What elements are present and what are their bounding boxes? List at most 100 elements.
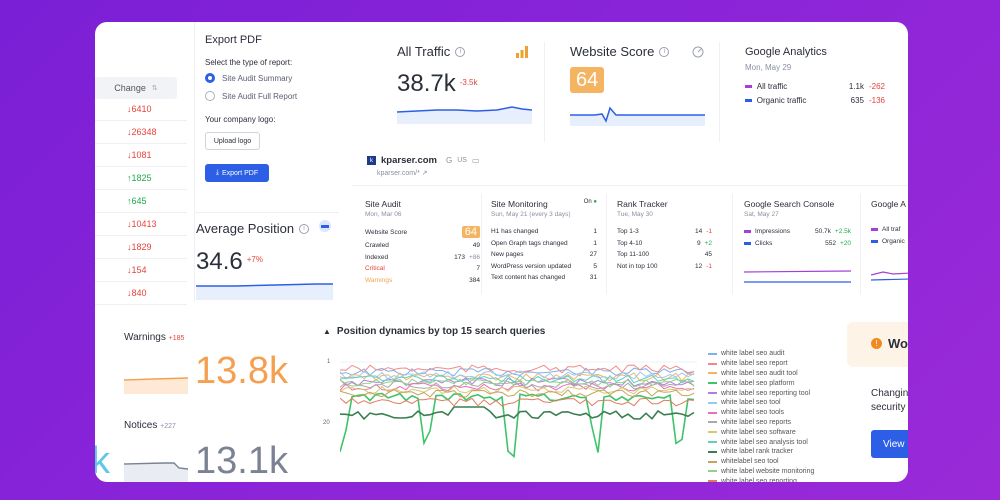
change-row: ↓ 154 [95,259,187,282]
legend-item[interactable]: white label seo audit [708,349,838,359]
website-score-widget[interactable]: Website Score i 64 [570,44,710,93]
metric-row[interactable]: Crawled 49 [365,240,480,252]
radio-full-report[interactable] [205,91,215,101]
metric-row[interactable]: Not in top 100 12 -1 [617,261,712,273]
metric-row[interactable]: All traf [871,224,908,236]
legend-label: white label seo reports [721,418,792,426]
metric-label: Not in top 100 [617,262,658,270]
site-audit-card[interactable]: Site Audit Mon, Mar 06 Website Score 64 … [365,199,480,286]
change-column-header[interactable]: Change ⇅ [95,77,177,99]
arrow-down-icon: ↓ [127,150,132,160]
metric-row[interactable]: New pages 27 [491,249,597,261]
legend-item[interactable]: white label seo platform [708,378,838,388]
change-row: ↓ 26348 [95,121,187,144]
notices-value: 13.1k [195,440,288,482]
collapse-chevron-icon[interactable]: ▲ [323,327,331,336]
site-monitoring-card[interactable]: Site Monitoring On ● Sun, May 21 (every … [491,199,597,284]
warnings-value: 13.8k [195,350,288,392]
change-value: 6410 [131,104,152,114]
download-icon: ⤓ [215,169,219,176]
site-audit-rows: Crawled 49 Indexed 173 +86 Critical 7 Warnings 3… [365,240,480,286]
notices-title-row: Notices +227 [124,420,176,431]
metric-value: 552 +20 [825,240,851,247]
change-value: 154 [131,265,147,275]
info-icon[interactable]: i [455,46,466,57]
metric-row[interactable]: WordPress version updated 5 [491,261,597,273]
legend-item[interactable]: white label seo tool [708,398,838,408]
position-dynamics-title: Position dynamics by top 15 search queri… [336,326,546,337]
legend-swatch [744,241,751,245]
metric-row[interactable]: Text content has changed 31 [491,272,597,284]
metric-row[interactable]: Top 4-10 9 +2 [617,238,712,250]
view-button[interactable]: View [871,430,908,458]
ga-metric-label: Organic traffic [756,95,807,105]
legend-item[interactable]: white label seo tools [708,408,838,418]
radio-summary-label[interactable]: Site Audit Summary [222,74,293,83]
metric-row[interactable]: Critical 7 [365,263,480,275]
upload-logo-button[interactable]: Upload logo [205,132,260,150]
site-name[interactable]: kparser.com [381,155,437,166]
metric-label: Impressions [744,228,790,235]
legend-label: white label website monitoring [721,467,815,475]
metric-delta: +20 [839,239,851,247]
change-row: ↓ 840 [95,282,187,305]
position-dynamics-header[interactable]: ▲ Position dynamics by top 15 search que… [323,326,545,337]
legend-item[interactable]: white label seo analysis tool [708,437,838,447]
average-position-widget[interactable]: Average Position i 34.6 +7% [194,212,339,302]
metric-row[interactable]: Impressions 50.7k +2.5k [744,226,851,238]
warnings-title: Warnings [124,332,166,343]
legend-item[interactable]: white label seo audit tool [708,369,838,379]
legend-item[interactable]: white label rank tracker [708,447,838,457]
ga-metric-value: 1.1k [848,81,864,91]
metric-row[interactable]: Organic [871,236,908,248]
y-tick-20: 20 [323,420,330,426]
rank-tracker-card[interactable]: Rank Tracker Tue, May 30 Top 1-3 14 -1 Top … [617,199,712,272]
metric-value: 1 [593,228,597,235]
change-value: 1825 [131,173,152,183]
metric-row[interactable]: Top 1-3 14 -1 [617,226,712,238]
metric-row[interactable]: Warnings 384 [365,275,480,287]
metric-row[interactable]: H1 has changed 1 [491,226,597,238]
legend-item[interactable]: white label seo report [708,359,838,369]
all-traffic-widget[interactable]: All Traffic i 38.7k -3.5k [397,44,537,98]
google-icon: G [445,156,453,165]
legend-swatch [745,84,752,88]
ga-rows: All traffic 1.1k -262 Organic traffic 635 -13… [745,79,885,107]
legend-item[interactable]: white label seo reporting tool [708,388,838,398]
info-icon[interactable]: i [299,223,310,234]
metric-number: 50.7k [815,228,831,236]
legend-item[interactable]: white label seo software [708,427,838,437]
legend-item[interactable]: white label seo reports [708,418,838,428]
google-analytics-widget[interactable]: Google Analytics Mon, May 29 All traffic… [745,46,885,107]
y-tick-1: 1 [327,359,331,365]
ga-metric-delta: -262 [868,81,885,91]
radio-full-report-label[interactable]: Site Audit Full Report [222,92,298,101]
legend-item[interactable]: white label seo reporting [708,476,838,482]
change-value: 1829 [131,242,152,252]
change-row: ↓ 1081 [95,144,187,167]
info-icon[interactable]: i [659,46,670,57]
metric-label: Top 1-3 [617,228,639,236]
search-console-card[interactable]: Google Search Console Sat, May 27 Impres… [744,199,851,249]
metric-row[interactable]: Indexed 173 +86 [365,252,480,264]
radio-summary[interactable] [205,73,215,83]
monitoring-status[interactable]: On ● [583,199,597,205]
rank-tracker-icon [319,220,331,232]
legend-item[interactable]: whitelabel seo tool [708,457,838,467]
metric-row[interactable]: Open Graph tags changed 1 [491,238,597,250]
metric-row[interactable]: Top 11-100 45 [617,249,712,261]
google-analytics-partial-card[interactable]: Google A All traf Organic [871,199,908,247]
metric-number: 5 [593,262,597,270]
all-traffic-value: 38.7k [397,70,456,97]
metric-delta: +2.5k [834,228,851,236]
divider [606,194,607,294]
search-console-sparkline [744,270,851,283]
rank-tracker-date: Tue, May 30 [617,211,653,218]
export-pdf-button[interactable]: ⤓ Export PDF [205,164,269,182]
metric-label: WordPress version updated [491,262,572,270]
site-url[interactable]: kparser.com/* ↗ [377,169,428,177]
metric-row[interactable]: Clicks 552 +20 [744,238,851,250]
rank-tracker-title: Rank Tracker [617,199,668,209]
legend-item[interactable]: white label website monitoring [708,467,838,477]
metric-label: Critical [365,265,385,273]
